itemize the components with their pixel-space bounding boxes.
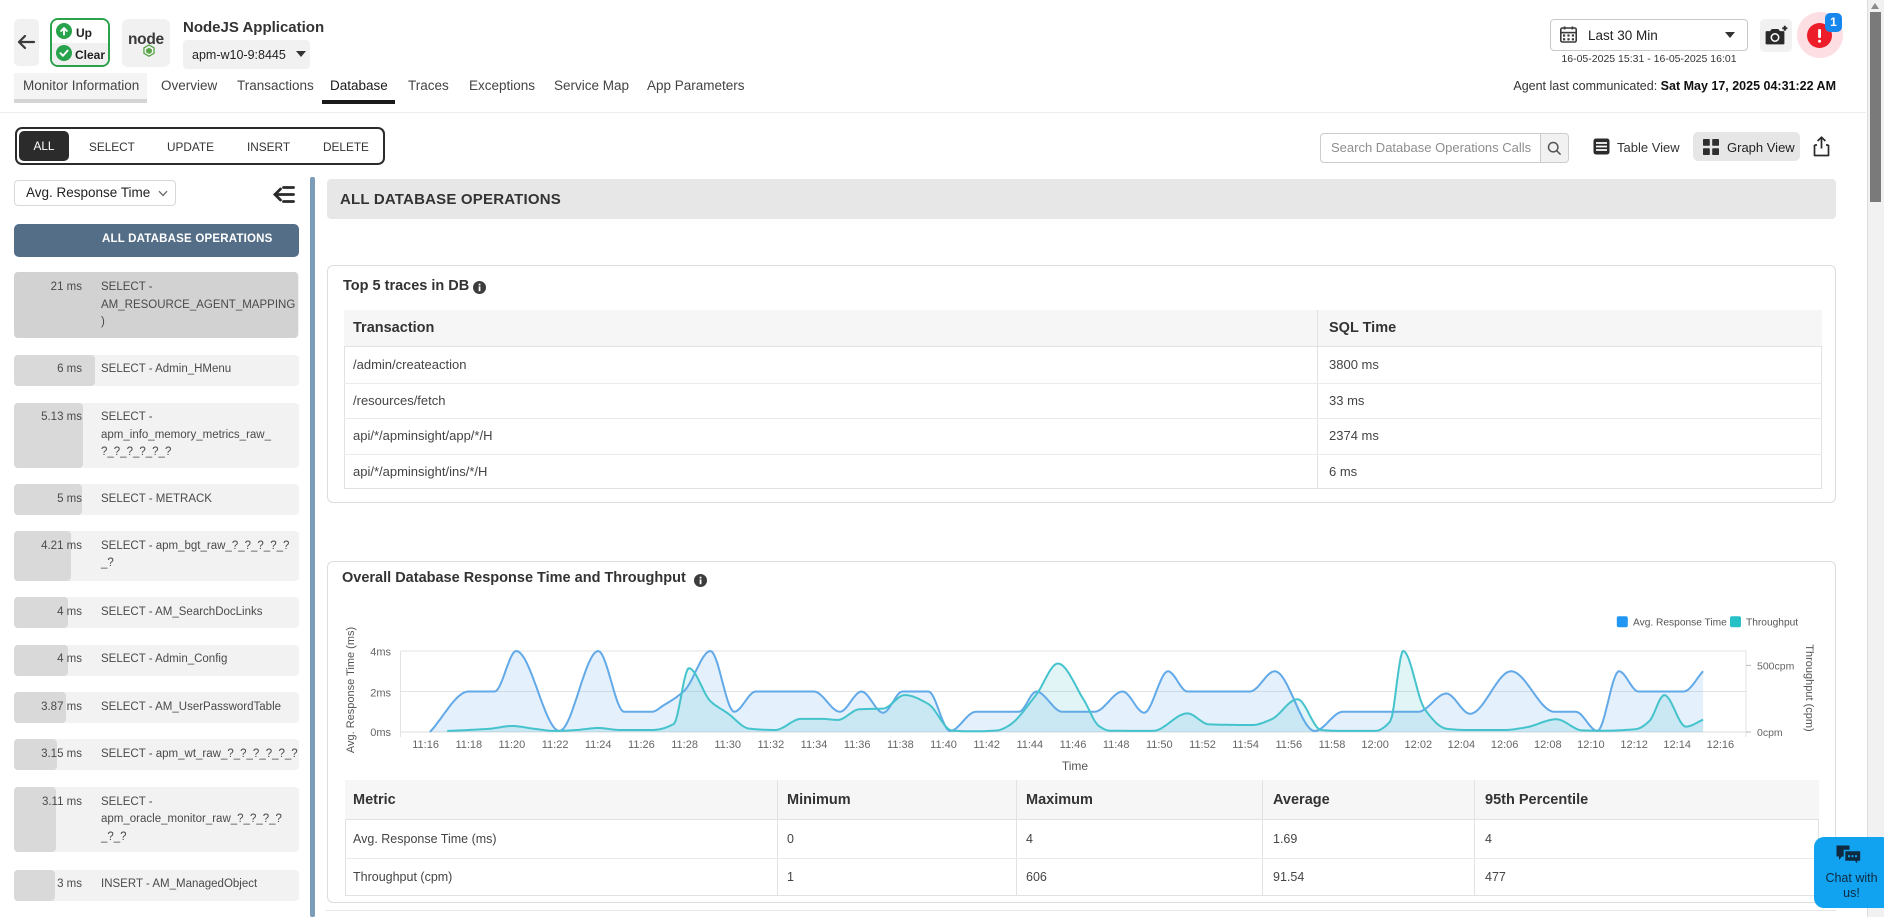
svg-text:12:14: 12:14 <box>1663 739 1691 751</box>
svg-text:4ms: 4ms <box>370 646 391 658</box>
svg-text:Time: Time <box>1062 759 1089 773</box>
svg-text:11:38: 11:38 <box>887 739 914 751</box>
svg-text:11:32: 11:32 <box>758 739 785 751</box>
svg-text:12:10: 12:10 <box>1577 739 1605 751</box>
svg-text:11:40: 11:40 <box>930 739 957 751</box>
svg-text:500cpm: 500cpm <box>1757 660 1795 672</box>
svg-text:11:52: 11:52 <box>1189 739 1216 751</box>
svg-text:12:06: 12:06 <box>1491 739 1519 751</box>
svg-text:11:18: 11:18 <box>455 739 482 751</box>
svg-text:11:20: 11:20 <box>499 739 526 751</box>
svg-text:11:50: 11:50 <box>1146 739 1173 751</box>
svg-text:Throughput: Throughput <box>1746 618 1798 629</box>
svg-text:2ms: 2ms <box>370 687 391 699</box>
svg-text:11:34: 11:34 <box>801 739 828 751</box>
svg-text:11:24: 11:24 <box>585 739 612 751</box>
svg-text:11:56: 11:56 <box>1275 739 1302 751</box>
svg-text:12:16: 12:16 <box>1707 739 1735 751</box>
svg-text:12:12: 12:12 <box>1620 739 1648 751</box>
svg-text:11:48: 11:48 <box>1103 739 1130 751</box>
svg-text:11:26: 11:26 <box>628 739 655 751</box>
svg-text:12:04: 12:04 <box>1448 739 1476 751</box>
svg-text:11:54: 11:54 <box>1232 739 1259 751</box>
svg-text:Throughput (cpm): Throughput (cpm) <box>1803 644 1815 731</box>
svg-text:11:44: 11:44 <box>1016 739 1043 751</box>
svg-text:11:42: 11:42 <box>973 739 1000 751</box>
svg-text:12:08: 12:08 <box>1534 739 1562 751</box>
svg-text:Avg. Response Time (ms): Avg. Response Time (ms) <box>345 627 357 753</box>
svg-text:0cpm: 0cpm <box>1757 727 1783 739</box>
svg-text:11:46: 11:46 <box>1060 739 1087 751</box>
svg-text:11:22: 11:22 <box>542 739 569 751</box>
svg-text:12:00: 12:00 <box>1361 739 1389 751</box>
svg-text:11:58: 11:58 <box>1319 739 1346 751</box>
svg-text:11:30: 11:30 <box>714 739 741 751</box>
svg-text:11:28: 11:28 <box>671 739 698 751</box>
svg-text:12:02: 12:02 <box>1405 739 1433 751</box>
svg-text:11:16: 11:16 <box>412 739 439 751</box>
svg-text:11:36: 11:36 <box>844 739 871 751</box>
svg-text:Avg. Response Time: Avg. Response Time <box>1633 618 1727 629</box>
svg-text:0ms: 0ms <box>370 727 391 739</box>
